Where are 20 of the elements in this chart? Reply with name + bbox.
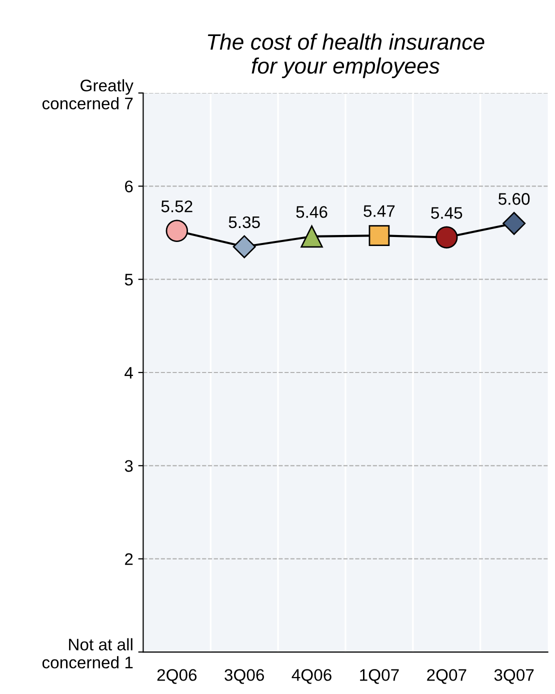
data-label: 5.35 (228, 216, 260, 228)
data-label: 5.47 (364, 205, 395, 217)
y-tick-label: 5 (124, 274, 133, 286)
y-tick-label: Greatly concerned 7 (42, 79, 134, 110)
data-label: 5.60 (498, 193, 530, 205)
x-tick-label: 4Q06 (292, 669, 332, 684)
x-tick-label: 2Q07 (427, 669, 466, 684)
y-tick-label: 4 (124, 367, 133, 379)
chart-title: The cost of health insurance for your employees (208, 34, 484, 78)
x-tick-label: 3Q07 (494, 669, 534, 684)
data-label: 5.46 (296, 206, 328, 218)
x-tick-label: 3Q06 (224, 669, 264, 684)
y-tick-label: Not at all concerned 1 (42, 638, 133, 668)
y-tick-label: 2 (125, 553, 133, 565)
x-tick-label: 1Q07 (360, 669, 399, 684)
y-tick-label: 6 (125, 180, 133, 192)
data-label: 5.52 (161, 200, 192, 212)
y-tick-label: 3 (124, 460, 133, 472)
data-label: 5.45 (431, 207, 462, 219)
x-tick-label: 2Q06 (157, 669, 197, 684)
